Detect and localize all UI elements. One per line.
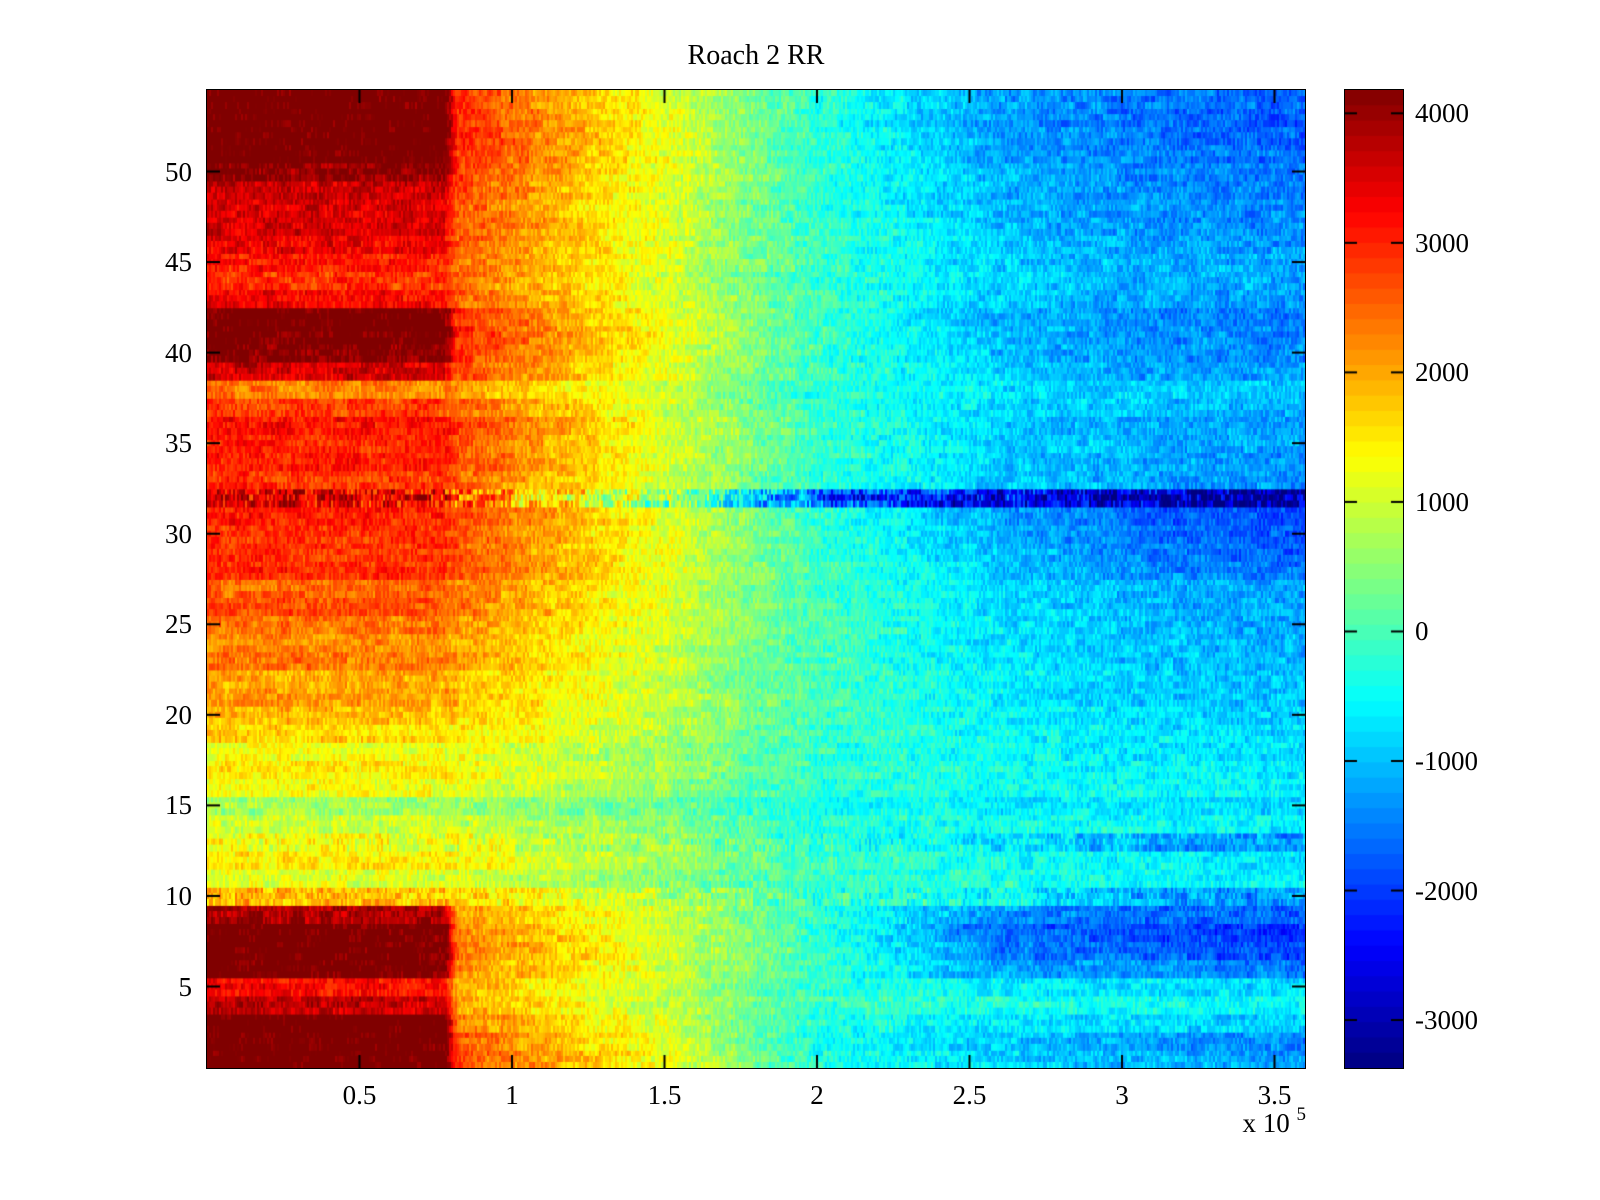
y-tick-label: 5 [178, 971, 193, 1002]
colorbar-canvas [1345, 90, 1403, 1068]
colorbar-tick-label: 2000 [1415, 357, 1469, 388]
x-tick-label: 2.5 [952, 1080, 987, 1110]
colorbar-tick-label: -1000 [1415, 745, 1478, 776]
colorbar-tick-label: 4000 [1415, 98, 1469, 129]
colorbar [1344, 89, 1404, 1069]
x-multiplier-exponent: 5 [1296, 1104, 1307, 1125]
x-multiplier-prefix: x 10 [1242, 1108, 1290, 1138]
x-tick-label: 1.5 [647, 1080, 682, 1110]
x-tick-label: 3 [1115, 1080, 1129, 1110]
chart-title: Roach 2 RR [687, 40, 825, 71]
y-tick-label: 30 [165, 518, 192, 549]
y-tick-label: 25 [165, 609, 192, 640]
colorbar-tick-label: -3000 [1415, 1005, 1478, 1036]
colorbar-tick-label: -2000 [1415, 875, 1478, 906]
x-axis-multiplier: x 10 5 [1156, 1104, 1307, 1139]
x-tick-label: 2 [810, 1080, 824, 1110]
y-tick-label: 20 [165, 699, 192, 730]
y-tick-label: 45 [165, 247, 192, 278]
plot-area [206, 89, 1306, 1069]
colorbar-tick-label: 3000 [1415, 227, 1469, 258]
colorbar-tick-label: 1000 [1415, 486, 1469, 517]
colorbar-tick-label: 0 [1415, 616, 1429, 647]
y-tick-label: 10 [165, 880, 192, 911]
y-tick-label: 35 [165, 428, 192, 459]
y-tick-label: 40 [165, 337, 192, 368]
x-tick-label: 0.5 [342, 1080, 377, 1110]
y-tick-label: 50 [165, 156, 192, 187]
heatmap-canvas [207, 90, 1305, 1068]
x-tick-label: 3.5 [1257, 1080, 1292, 1110]
y-tick-label: 15 [165, 790, 192, 821]
x-tick-label: 1 [505, 1080, 519, 1110]
